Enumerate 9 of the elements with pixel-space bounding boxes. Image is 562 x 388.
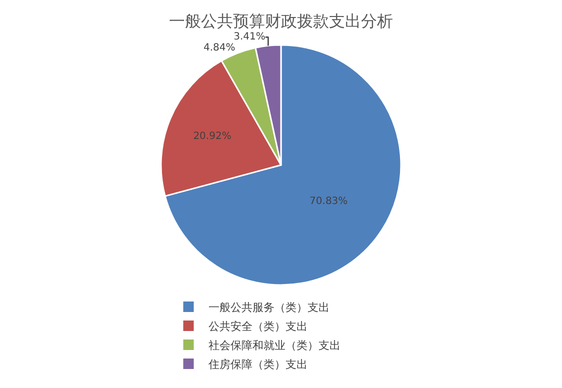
data-label: 20.92% xyxy=(193,130,232,142)
data-label: 70.83% xyxy=(310,196,348,208)
legend-label: 公共安全（类）支出 xyxy=(208,320,308,333)
chart-title: 一般公共预算财政拨款支出分析 xyxy=(169,12,393,31)
legend-label: 一般公共服务（类）支出 xyxy=(208,300,330,314)
legend-label: 社会保障和就业（类）支出 xyxy=(208,338,340,352)
data-label: 4.84% xyxy=(203,42,236,54)
legend-label: 住房保障（类）支出 xyxy=(208,358,308,371)
data-label: 3.41% xyxy=(234,32,266,43)
